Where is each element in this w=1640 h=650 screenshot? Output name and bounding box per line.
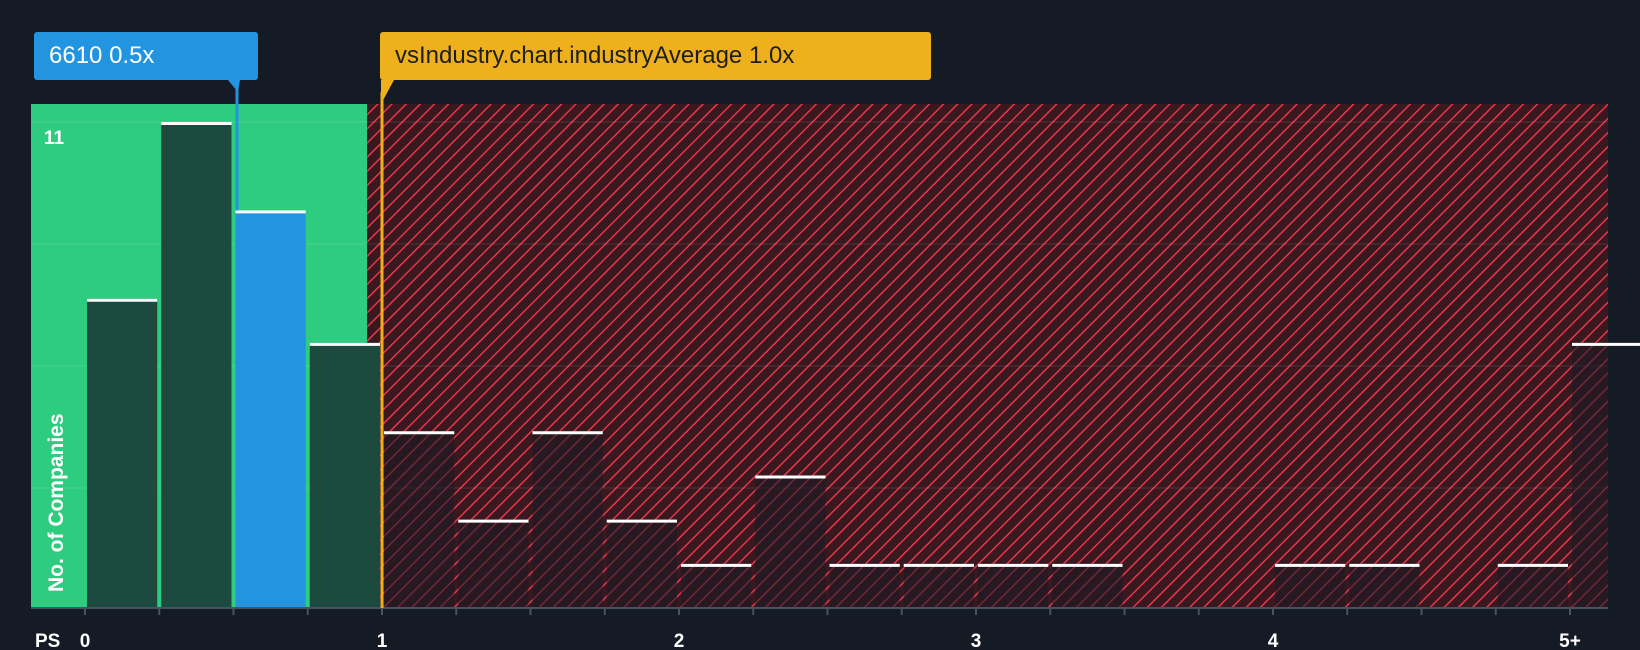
- histogram-bar: [532, 431, 603, 608]
- industry-average-value: 1.0x: [748, 42, 795, 69]
- company-ticker: 6610: [49, 42, 103, 69]
- histogram-bar: [903, 563, 974, 608]
- x-tick-label: 3: [971, 631, 982, 650]
- histogram-bar: [755, 475, 826, 608]
- histogram-bar: [978, 563, 1049, 608]
- histogram-bar: [681, 563, 752, 608]
- x-tick-label: 4: [1268, 631, 1279, 650]
- company-ps-callout: 6610 0.5x: [34, 32, 258, 80]
- x-axis-label: PS: [35, 631, 60, 650]
- x-tick-label: 5+: [1559, 631, 1581, 650]
- y-axis-top-tick: 11: [44, 128, 65, 149]
- industry-callout-pointer: [381, 80, 394, 104]
- histogram-bar: [87, 298, 158, 608]
- company-ps-value: 0.5x: [109, 42, 155, 69]
- histogram-bar: [161, 122, 232, 608]
- histogram-bar: [1497, 563, 1568, 608]
- x-tick-label: 2: [674, 631, 685, 650]
- x-tick-label: 0: [80, 631, 91, 650]
- histogram-bar: [458, 519, 529, 608]
- industry-average-callout: vsIndustry.chart.industryAverage 1.0x: [380, 32, 931, 80]
- histogram-bar: [829, 563, 900, 608]
- histogram-bar: [1275, 563, 1346, 608]
- y-axis-label: No. of Companies: [45, 413, 68, 592]
- histogram-bar: [309, 342, 380, 608]
- histogram-bar: [384, 431, 455, 608]
- company-callout-pointer: [228, 80, 240, 92]
- histogram-bar: [1572, 342, 1640, 608]
- company-bar: [235, 210, 306, 608]
- industry-average-label: vsIndustry.chart.industryAverage: [395, 42, 743, 69]
- histogram-bar: [1349, 563, 1420, 608]
- x-tick-label: 1: [377, 631, 388, 650]
- histogram-bar: [606, 519, 677, 608]
- histogram-bar: [1052, 563, 1123, 608]
